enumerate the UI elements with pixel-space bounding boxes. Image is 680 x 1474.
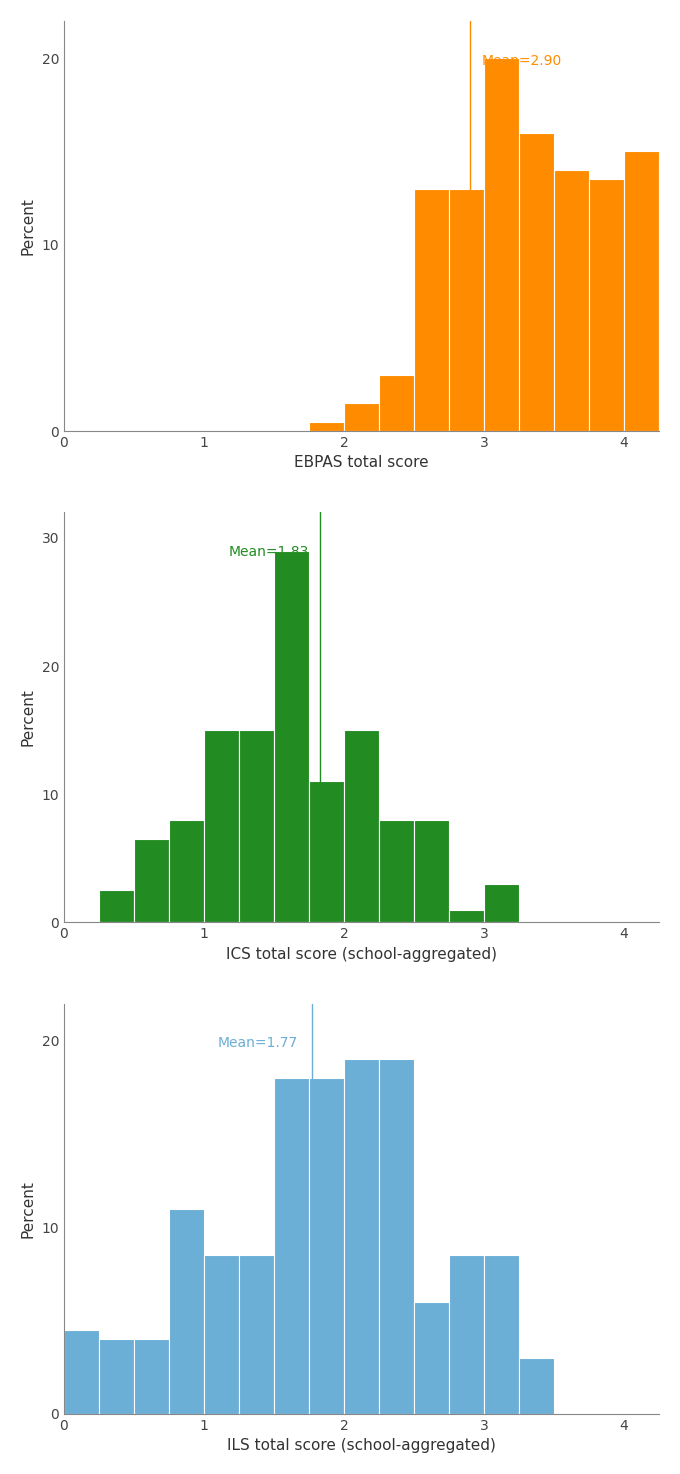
Bar [64,1330,99,1414]
Bar [519,1358,554,1414]
Bar [484,884,519,923]
Bar [309,1077,344,1414]
Bar [274,1077,309,1414]
Text: Mean=1.77: Mean=1.77 [218,1036,298,1051]
Bar [414,1302,449,1414]
Bar [554,170,589,430]
Bar [344,402,379,430]
Bar [414,820,449,923]
Bar [449,1256,484,1414]
Bar [169,820,204,923]
Bar [169,1209,204,1414]
Bar [134,839,169,923]
Bar [239,1256,274,1414]
Bar [519,133,554,430]
Bar [484,1256,519,1414]
Bar [204,730,239,923]
Bar [414,189,449,430]
Text: Mean=2.90: Mean=2.90 [481,53,562,68]
Bar [204,1256,239,1414]
Bar [379,1060,414,1414]
Y-axis label: Percent: Percent [21,1179,36,1238]
Bar [344,730,379,923]
Bar [484,57,519,430]
Bar [624,152,659,430]
Y-axis label: Percent: Percent [21,688,36,746]
Bar [379,376,414,430]
Bar [309,781,344,923]
X-axis label: ILS total score (school-aggregated): ILS total score (school-aggregated) [227,1439,496,1453]
Bar [309,422,344,430]
Bar [659,161,680,430]
Text: Mean=1.83: Mean=1.83 [228,545,309,559]
Bar [99,1340,134,1414]
Bar [379,820,414,923]
Bar [589,180,624,430]
Bar [99,890,134,923]
X-axis label: EBPAS total score: EBPAS total score [294,455,429,470]
X-axis label: ICS total score (school-aggregated): ICS total score (school-aggregated) [226,946,497,963]
Y-axis label: Percent: Percent [21,198,36,255]
Bar [239,730,274,923]
Bar [274,551,309,923]
Bar [344,1060,379,1414]
Bar [134,1340,169,1414]
Bar [449,189,484,430]
Bar [449,909,484,923]
